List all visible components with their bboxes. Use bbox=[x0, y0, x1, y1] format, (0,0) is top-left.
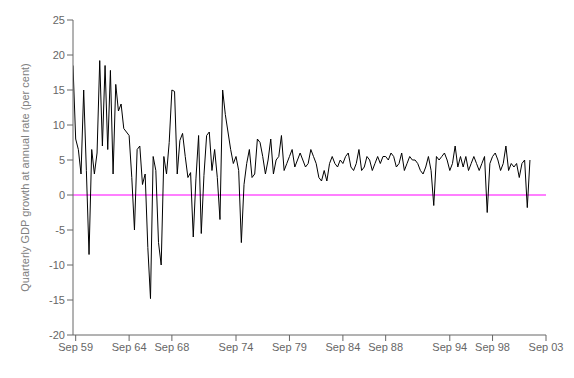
svg-text:Sep 94: Sep 94 bbox=[432, 341, 467, 353]
svg-text:Sep 59: Sep 59 bbox=[58, 341, 93, 353]
svg-text:10: 10 bbox=[53, 119, 65, 131]
svg-text:Sep 88: Sep 88 bbox=[368, 341, 403, 353]
svg-text:Sep 74: Sep 74 bbox=[219, 341, 254, 353]
svg-text:Sep 03: Sep 03 bbox=[529, 341, 564, 353]
svg-text:-15: -15 bbox=[49, 294, 65, 306]
svg-text:-20: -20 bbox=[49, 329, 65, 341]
svg-text:Sep 64: Sep 64 bbox=[112, 341, 147, 353]
svg-text:Sep 79: Sep 79 bbox=[272, 341, 307, 353]
svg-text:Quarterly GDP growth at annual: Quarterly GDP growth at annual rate (per… bbox=[19, 63, 31, 291]
svg-text:15: 15 bbox=[53, 84, 65, 96]
svg-text:5: 5 bbox=[59, 154, 65, 166]
svg-text:Sep 98: Sep 98 bbox=[475, 341, 510, 353]
svg-text:-5: -5 bbox=[55, 224, 65, 236]
svg-text:20: 20 bbox=[53, 49, 65, 61]
svg-text:Sep 84: Sep 84 bbox=[325, 341, 360, 353]
svg-text:Sep 68: Sep 68 bbox=[154, 341, 189, 353]
svg-text:0: 0 bbox=[59, 189, 65, 201]
svg-text:25: 25 bbox=[53, 14, 65, 26]
svg-text:-10: -10 bbox=[49, 259, 65, 271]
